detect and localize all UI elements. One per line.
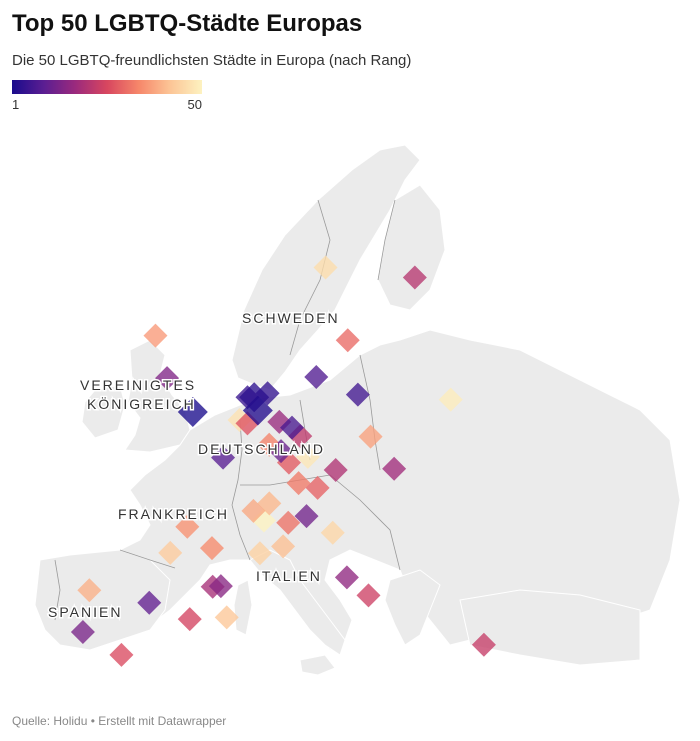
border-france-spain [119, 549, 176, 569]
city-marker-rank-49[interactable] [438, 387, 463, 412]
source-footer: Quelle: Holidu • Erstellt mit Datawrappe… [12, 714, 227, 728]
city-marker-rank-45[interactable] [320, 520, 345, 545]
border-poland-east [359, 354, 381, 471]
city-marker-rank-24[interactable] [356, 583, 381, 608]
legend-gradient-bar [12, 80, 202, 94]
land-italy [249, 549, 346, 656]
label-sweden: SCHWEDEN [242, 310, 340, 326]
border-france-italy [231, 504, 251, 561]
city-marker-rank-38[interactable] [241, 498, 266, 523]
land-ireland [81, 384, 126, 439]
label-italy: ITALIEN [256, 568, 322, 584]
border-france-germany [231, 419, 243, 506]
legend-min-label: 1 [12, 97, 20, 112]
city-marker-rank-14[interactable] [155, 366, 180, 391]
city-marker-rank-10[interactable] [137, 590, 162, 615]
city-marker-rank-6[interactable] [345, 382, 370, 407]
city-marker-rank-23[interactable] [471, 632, 496, 657]
city-marker-rank-26[interactable] [109, 642, 134, 667]
legend-max-label: 50 [187, 97, 202, 112]
city-marker-rank-30[interactable] [335, 328, 360, 353]
border-spain-portugal [54, 559, 61, 621]
border-sweden-finland [377, 199, 396, 281]
city-marker-rank-43[interactable] [158, 540, 183, 565]
city-marker-rank-31[interactable] [276, 510, 301, 535]
land-greece [384, 569, 441, 646]
city-marker-rank-32[interactable] [286, 471, 311, 496]
page-title: Top 50 LGBTQ-Städte Europas [12, 10, 363, 37]
city-marker-rank-42[interactable] [214, 605, 239, 630]
city-marker-rank-18[interactable] [382, 456, 407, 481]
border-germany-austria [240, 474, 331, 486]
page-subtitle: Die 50 LGBTQ-freundlichsten Städte in Eu… [12, 52, 412, 69]
city-marker-rank-37[interactable] [358, 424, 383, 449]
city-marker-rank-48[interactable] [295, 444, 320, 469]
city-marker-rank-1[interactable] [177, 397, 208, 428]
city-marker-rank-36[interactable] [143, 323, 168, 348]
city-marker-rank-16[interactable] [334, 565, 359, 590]
city-marker-rank-7[interactable] [280, 415, 304, 440]
label-uk-line2: KÖNIGREICH [87, 395, 196, 412]
city-marker-rank-34[interactable] [199, 536, 224, 561]
border-balkans [329, 474, 401, 571]
city-marker-rank-35[interactable] [175, 514, 200, 539]
city-marker-rank-13[interactable] [70, 620, 95, 645]
city-marker-rank-12[interactable] [294, 504, 319, 529]
europe-map: SCHWEDEN VEREINIGTES KÖNIGREICH DEUTSCHL… [34, 144, 681, 676]
label-spain: SPANIEN [48, 604, 122, 620]
label-germany: DEUTSCHLAND [198, 441, 325, 457]
city-marker-rank-15[interactable] [208, 574, 233, 599]
color-legend: 1 50 [12, 80, 202, 112]
city-marker-rank-25[interactable] [177, 607, 202, 632]
city-points [70, 255, 496, 667]
land-sicily [299, 654, 336, 676]
city-marker-rank-41[interactable] [271, 534, 296, 559]
country-labels: SCHWEDEN VEREINIGTES KÖNIGREICH DEUTSCHL… [47, 309, 340, 622]
label-france: FRANKREICH [118, 506, 229, 522]
border-norway-sweden [289, 199, 331, 356]
city-marker-rank-8[interactable] [304, 364, 329, 389]
city-marker-rank-9[interactable] [211, 445, 236, 470]
city-marker-rank-20[interactable] [323, 457, 348, 482]
city-marker-rank-46[interactable] [313, 255, 338, 280]
city-marker-rank-44[interactable] [247, 541, 272, 566]
city-marker-rank-11[interactable] [269, 439, 294, 464]
land-layer [34, 144, 681, 676]
label-uk-line1: VEREINIGTES [80, 377, 196, 393]
city-marker-rank-29[interactable] [305, 475, 330, 500]
city-marker-rank-39[interactable] [77, 578, 102, 603]
city-marker-rank-2[interactable] [242, 395, 273, 426]
city-marker-rank-21[interactable] [402, 265, 427, 290]
land-sardinia [233, 579, 253, 636]
